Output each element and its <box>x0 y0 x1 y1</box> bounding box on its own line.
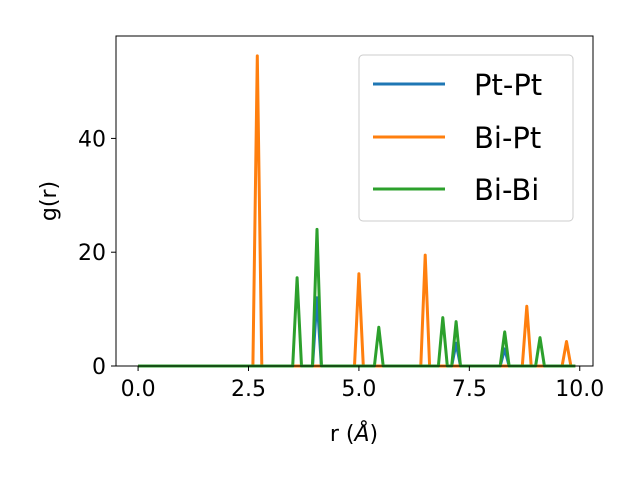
y-tick-label: 40 <box>78 127 106 152</box>
legend: Pt-Pt Bi-Pt Bi-Bi <box>358 54 574 222</box>
y-tick-label: 0 <box>92 355 106 380</box>
legend-box <box>358 54 574 222</box>
x-tick-label: 2.5 <box>231 377 266 402</box>
x-tick-label: 5.0 <box>341 377 376 402</box>
y-axis: 0 20 40 <box>78 127 116 380</box>
legend-label-bi-pt: Bi-Pt <box>474 121 541 155</box>
series-line-bi-pt <box>138 54 576 368</box>
x-tick-label: 0.0 <box>121 377 156 402</box>
legend-label-pt-pt: Pt-Pt <box>474 68 542 102</box>
legend-label-bi-bi: Bi-Bi <box>474 173 539 207</box>
plot-frame <box>115 35 594 367</box>
x-tick-label: 10.0 <box>555 377 604 402</box>
x-axis: 0.0 2.5 5.0 7.5 10.0 <box>121 366 604 402</box>
x-tick-label: 7.5 <box>452 377 487 402</box>
y-axis-label: g(r) <box>37 181 62 221</box>
x-axis-label: r (Å) <box>330 420 378 447</box>
y-tick-label: 20 <box>78 241 106 266</box>
